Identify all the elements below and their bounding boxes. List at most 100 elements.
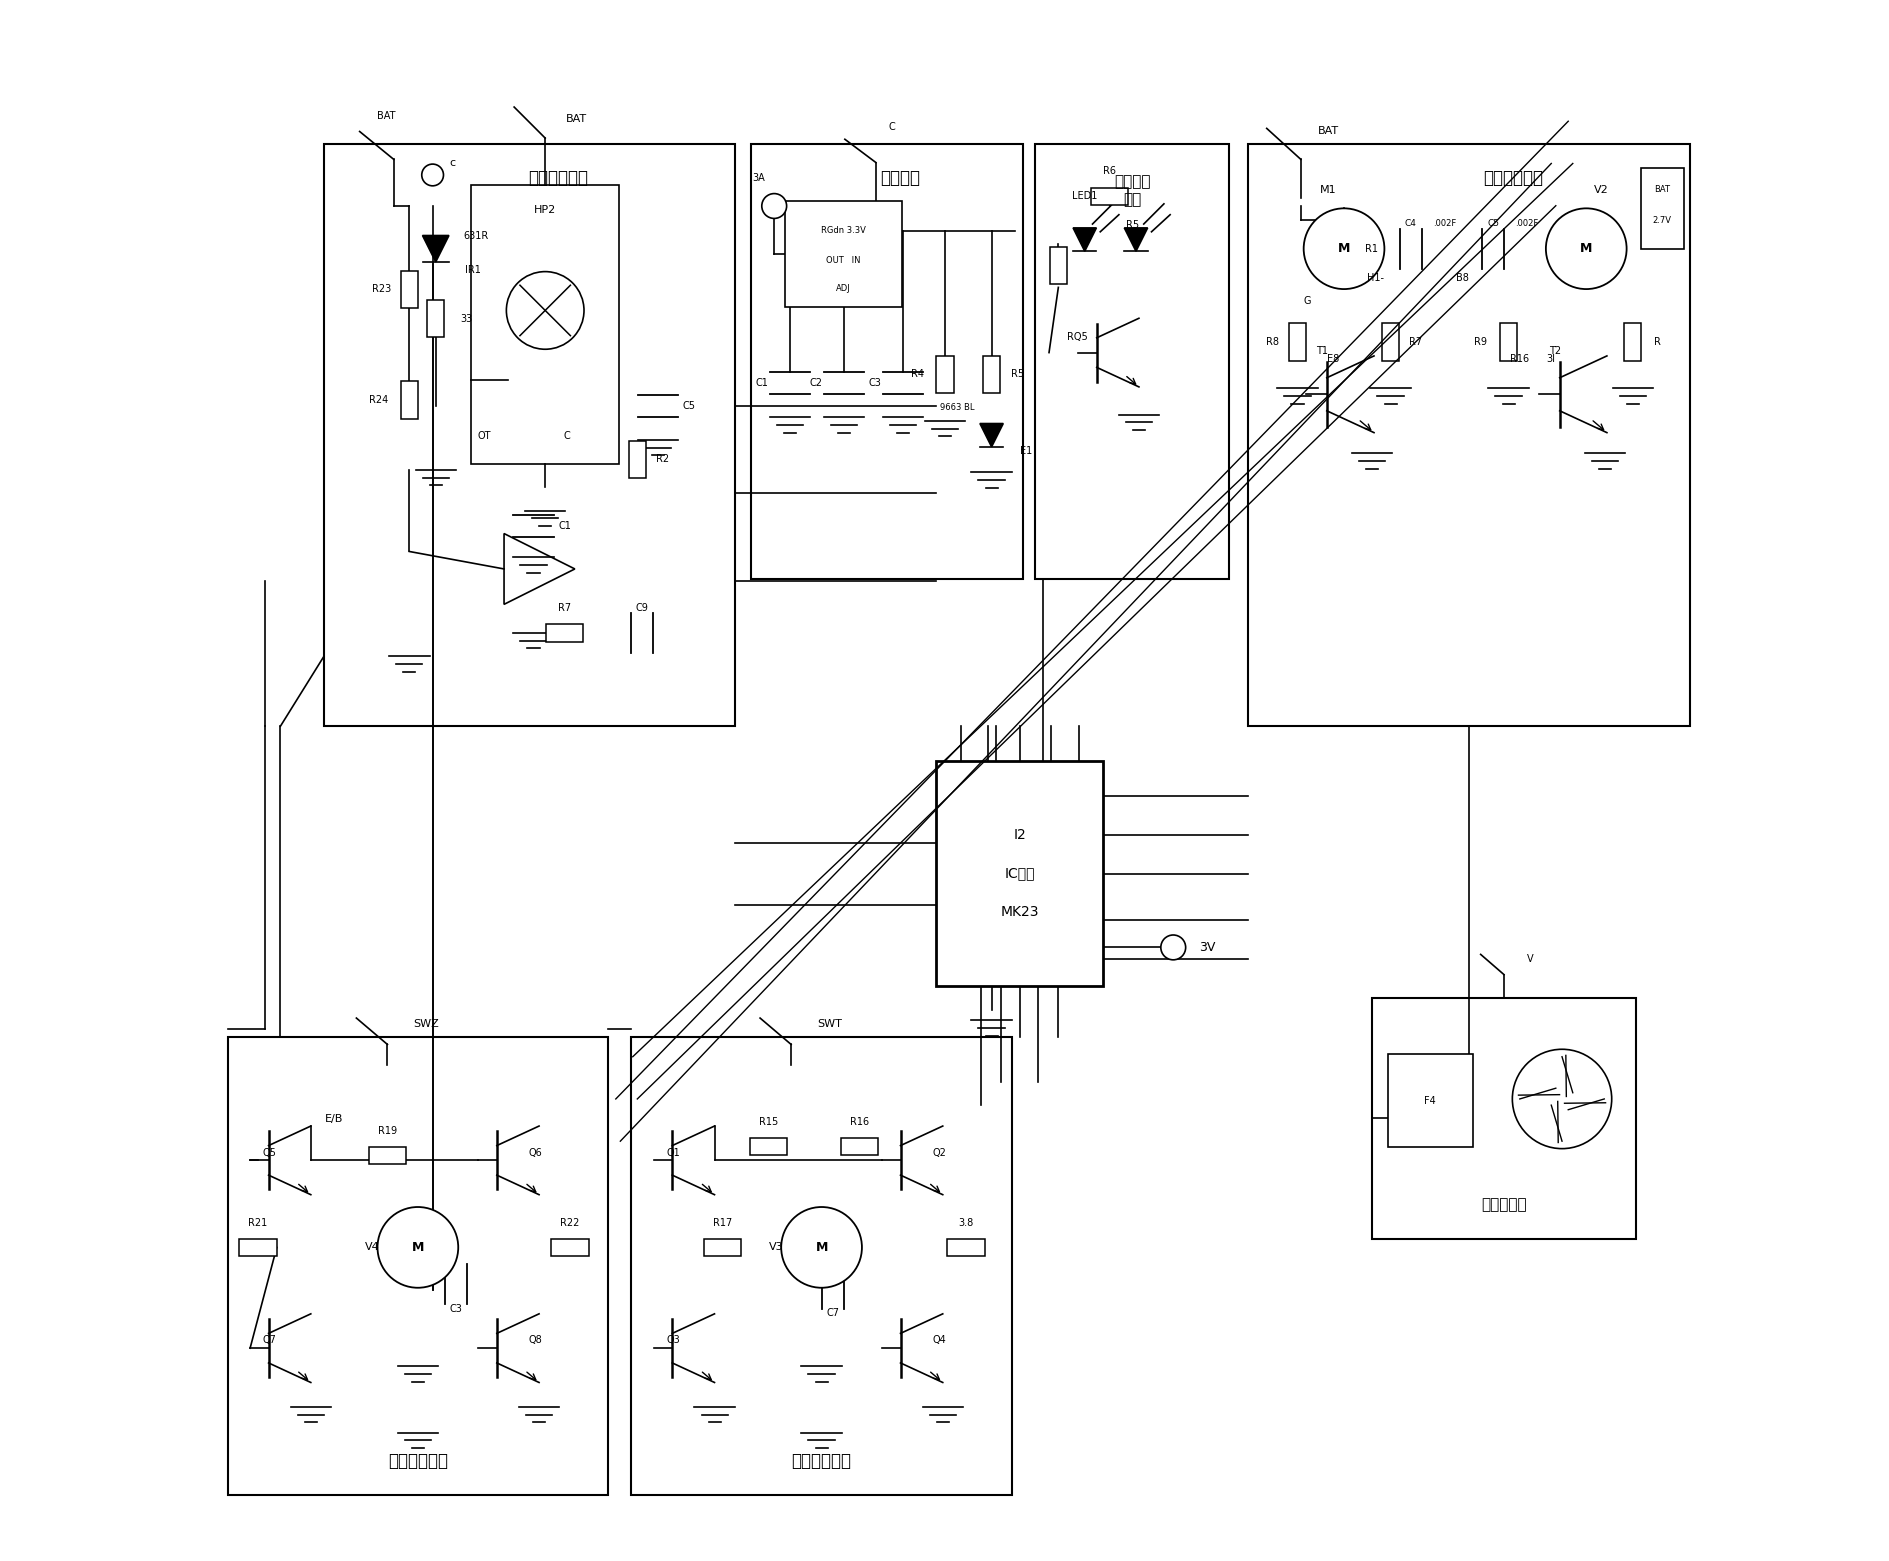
Polygon shape [1124,228,1147,251]
Text: R2: R2 [655,454,669,464]
Text: 3V: 3V [1200,941,1215,954]
Text: M: M [412,1241,423,1253]
Bar [935,762,1103,987]
Text: R16: R16 [1509,354,1528,364]
Text: C3: C3 [869,378,880,389]
Polygon shape [1073,228,1096,251]
Text: R7: R7 [557,603,570,613]
Text: M: M [814,1241,827,1253]
Bar [400,381,417,418]
Text: C: C [563,431,570,442]
Text: SWZ: SWZ [414,1019,438,1029]
Bar [400,272,417,308]
Bar [323,144,735,726]
Polygon shape [979,423,1003,446]
Text: C3: C3 [450,1303,463,1314]
Text: 飞行控制模块: 飞行控制模块 [791,1452,852,1469]
Text: R9: R9 [1473,337,1487,347]
Bar [784,201,901,308]
Text: R17: R17 [712,1218,731,1227]
Text: R6: R6 [1103,165,1116,176]
Text: C4: C4 [1404,220,1417,228]
Text: 3I: 3I [1545,354,1555,364]
Text: c: c [450,158,455,167]
Bar [427,300,444,337]
Text: 2.7V: 2.7V [1653,217,1672,225]
Text: T2: T2 [1549,347,1560,356]
Text: B8: B8 [1455,273,1468,283]
Text: I2: I2 [1013,827,1026,841]
Text: H1-: H1- [1366,273,1383,283]
Text: Q7: Q7 [263,1335,276,1346]
Text: OUT   IN: OUT IN [825,256,859,265]
Circle shape [1545,208,1626,289]
Text: R5: R5 [1011,370,1024,379]
Text: C7: C7 [825,1308,839,1319]
Text: E/B: E/B [325,1115,344,1124]
Text: R22: R22 [559,1218,580,1227]
Bar [1035,144,1228,579]
Bar [1048,247,1065,284]
Bar [750,144,1022,579]
Text: R7: R7 [1407,337,1421,347]
Text: Q8: Q8 [529,1335,542,1346]
Bar [629,440,646,478]
Text: Q3: Q3 [667,1335,680,1346]
Text: RQ5: RQ5 [1065,332,1086,342]
Text: E1: E1 [1018,446,1031,456]
Text: R8: R8 [1266,337,1279,347]
Bar [946,1239,984,1257]
Circle shape [761,194,786,219]
Text: ADJ: ADJ [835,284,850,293]
Bar [552,1239,587,1257]
Bar [240,1239,276,1257]
Text: R15: R15 [757,1116,778,1127]
Bar [1247,144,1689,726]
Text: Q2: Q2 [931,1147,946,1158]
Bar [1623,323,1640,361]
Text: IC芯片: IC芯片 [1003,866,1035,880]
Text: Q1: Q1 [667,1147,680,1158]
Circle shape [378,1207,457,1288]
Text: C1: C1 [756,378,767,389]
Bar [546,624,584,642]
Text: V: V [1526,954,1532,965]
Text: V4: V4 [365,1243,380,1252]
Text: 3.8: 3.8 [958,1218,973,1227]
Text: C9: C9 [635,603,648,613]
Circle shape [1303,208,1383,289]
Bar [750,1138,786,1155]
Bar [935,356,954,393]
Bar [705,1239,740,1257]
Text: C: C [888,122,893,131]
Text: .002F: .002F [1432,220,1456,228]
Bar [1387,1054,1472,1147]
Bar [982,356,999,393]
Text: F4: F4 [1424,1096,1436,1105]
Text: R23: R23 [372,284,391,295]
Text: 高度检测模块: 高度检测模块 [529,169,587,187]
Bar [368,1147,406,1165]
Text: 631R: 631R [463,231,489,242]
Bar [1288,323,1305,361]
Text: Q5: Q5 [263,1147,276,1158]
Text: 定高指示
模块: 定高指示 模块 [1113,175,1150,206]
Bar [1381,323,1398,361]
Text: R19: R19 [378,1125,397,1136]
Text: LED1: LED1 [1071,190,1098,201]
Text: R5: R5 [1126,220,1137,229]
Text: M: M [1337,242,1349,254]
Text: C1: C1 [557,521,570,531]
Text: C5: C5 [682,401,695,411]
Text: R16: R16 [850,1116,869,1127]
Text: R21: R21 [247,1218,268,1227]
Bar [1500,323,1517,361]
Text: RGdn 3.3V: RGdn 3.3V [820,226,865,236]
Text: E8: E8 [1326,354,1339,364]
Circle shape [506,272,584,350]
Text: M1: M1 [1320,184,1336,195]
Text: R24: R24 [368,395,387,406]
Circle shape [1511,1049,1611,1149]
Text: BAT: BAT [1653,186,1670,194]
Text: C5: C5 [1487,220,1498,228]
